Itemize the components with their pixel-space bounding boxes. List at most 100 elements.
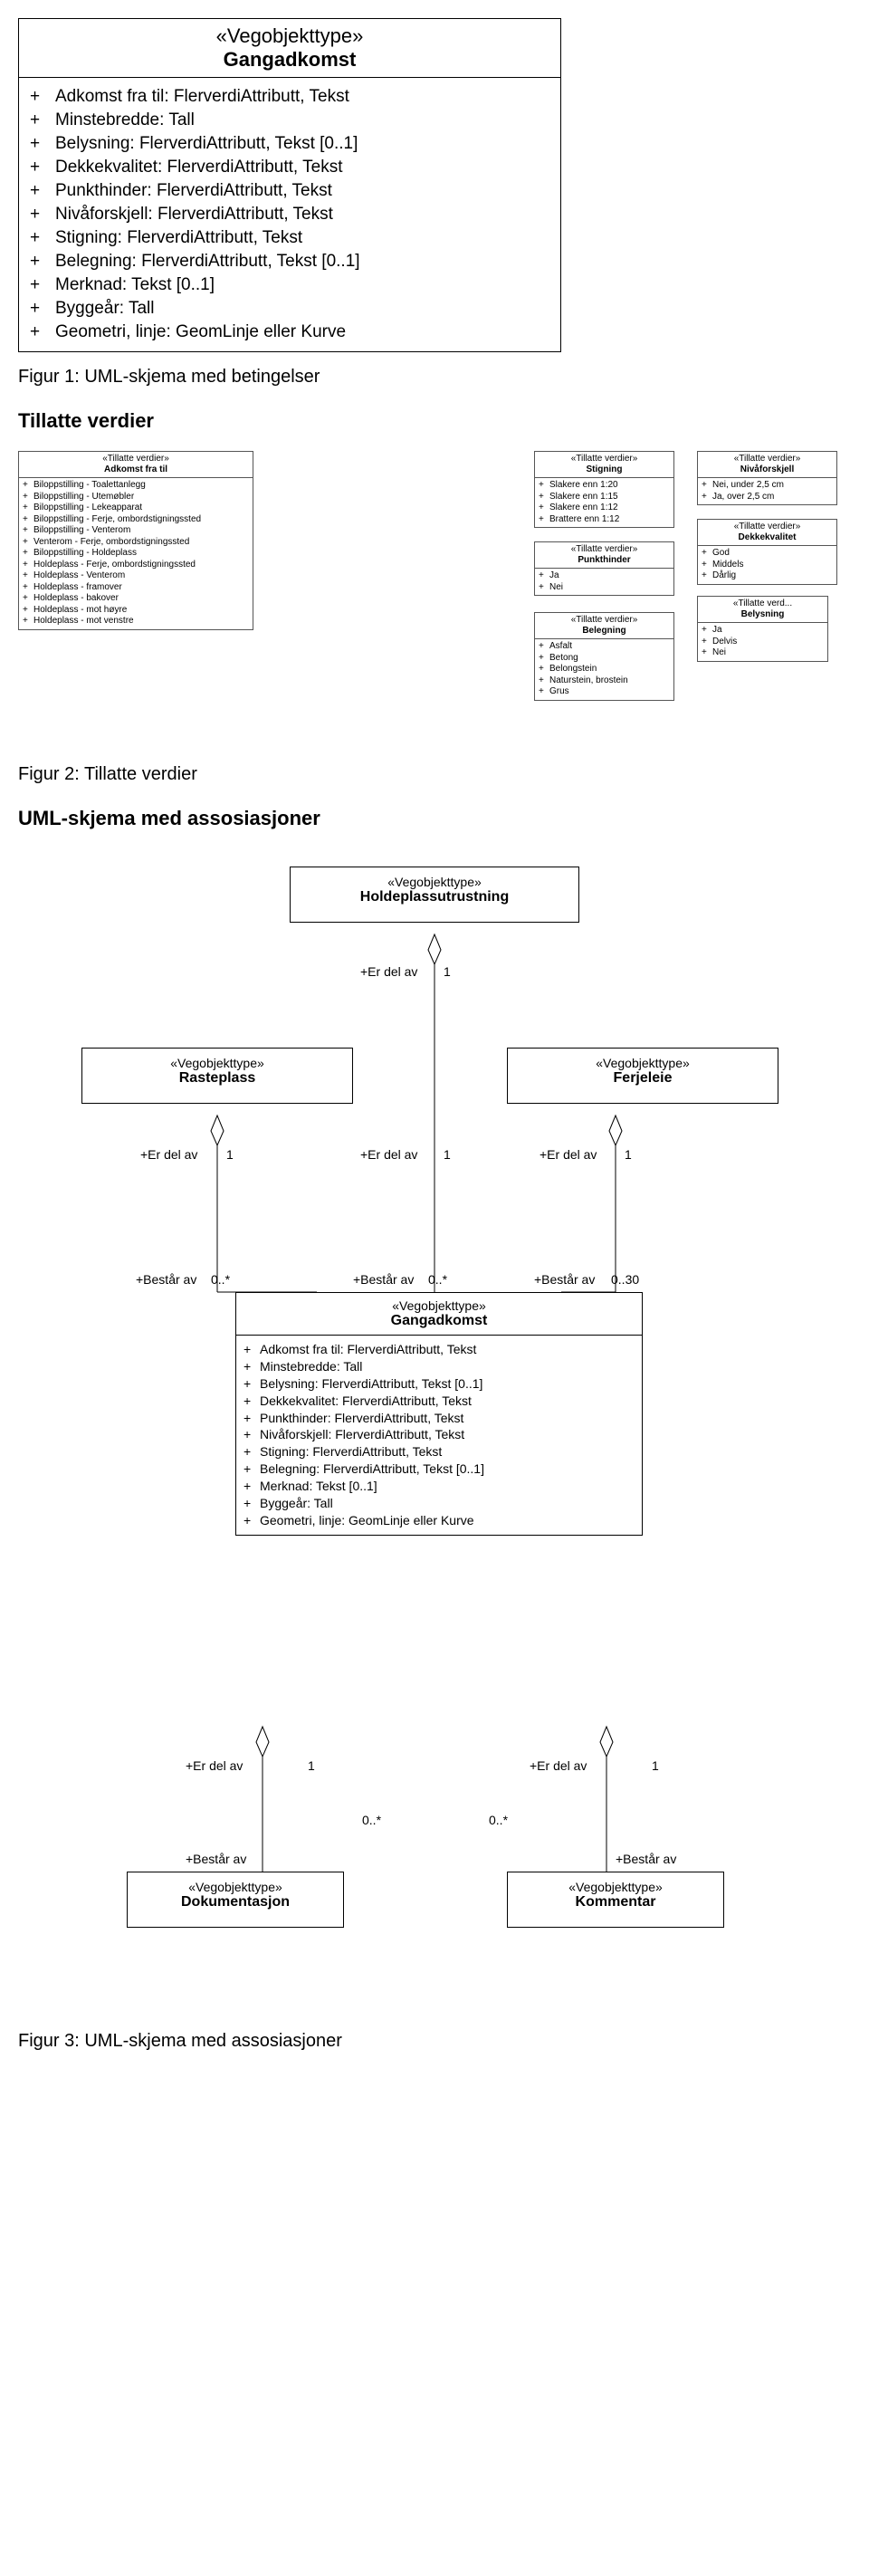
box-kommentar: «Vegobjekttype»Kommentar [507, 1872, 724, 1928]
box-adkomst-fra-til: «Tillatte verdier»Adkomst fra til +Bilop… [18, 451, 253, 630]
attr: +Punkthinder: FlerverdiAttributt, Tekst [244, 1410, 635, 1427]
box-nivaforskjell: «Tillatte verdier»Nivåforskjell +Nei, un… [697, 451, 837, 505]
enum-value: +Venterom - Ferje, ombordstigningssted [23, 537, 249, 549]
attr: +Geometri, linje: GeomLinje eller Kurve [19, 321, 560, 344]
edge-label: +Er del av [530, 1758, 587, 1773]
enum-value: +Nei, under 2,5 cm [702, 480, 833, 492]
enum-value: +Holdeplass - framover [23, 582, 249, 594]
enum-value: +Middels [702, 560, 833, 571]
edge-label: +Består av [186, 1852, 246, 1866]
edge-label: +Er del av [186, 1758, 243, 1773]
class-name: Gangadkomst [23, 48, 557, 72]
attr: +Nivåforskjell: FlerverdiAttributt, Teks… [19, 203, 560, 226]
enum-value: +Slakere enn 1:20 [539, 480, 670, 492]
edge-mult: 0..* [428, 1272, 447, 1287]
enum-value: +Holdeplass - mot høyre [23, 605, 249, 617]
attr-compartment: +Adkomst fra til: FlerverdiAttributt, Te… [19, 78, 560, 351]
attr: +Dekkekvalitet: FlerverdiAttributt, Teks… [244, 1393, 635, 1410]
edge-label: +Er del av [540, 1147, 597, 1162]
attr: +Nivåforskjell: FlerverdiAttributt, Teks… [244, 1426, 635, 1443]
figure-3-caption: Figur 3: UML-skjema med assosiasjoner [18, 2031, 851, 2052]
enum-value: +Ja, over 2,5 cm [702, 492, 833, 503]
edge-label: +Består av [136, 1272, 196, 1287]
attr: +Byggeår: Tall [244, 1495, 635, 1512]
edge-mult: 1 [226, 1147, 234, 1162]
attr: +Geometri, linje: GeomLinje eller Kurve [244, 1512, 635, 1529]
figure-1-caption: Figur 1: UML-skjema med betingelser [18, 367, 851, 388]
enum-value: +Dårlig [702, 570, 833, 582]
attr: +Dekkekvalitet: FlerverdiAttributt, Teks… [19, 156, 560, 179]
uml-class-gangadkomst: «Vegobjekttype» Gangadkomst +Adkomst fra… [18, 18, 561, 352]
attr: +Stigning: FlerverdiAttributt, Tekst [244, 1443, 635, 1460]
box-rasteplass: «Vegobjekttype»Rasteplass [81, 1048, 353, 1104]
attr: +Stigning: FlerverdiAttributt, Tekst [19, 226, 560, 250]
box-belysning: «Tillatte verd...Belysning +Ja+Delvis+Ne… [697, 596, 828, 662]
enum-value: +Holdeplass - bakover [23, 593, 249, 605]
enum-value: +God [702, 548, 833, 560]
edge-mult: 0..* [211, 1272, 230, 1287]
enum-value: +Slakere enn 1:15 [539, 492, 670, 503]
edge-mult: 0..* [362, 1813, 381, 1827]
attr: +Punkthinder: FlerverdiAttributt, Tekst [19, 179, 560, 203]
attr: +Belysning: FlerverdiAttributt, Tekst [0… [19, 132, 560, 156]
edge-mult: 1 [308, 1758, 315, 1773]
attr: +Merknad: Tekst [0..1] [19, 273, 560, 297]
enum-value: +Ja [539, 570, 670, 582]
association-diagram: «Vegobjekttype»Holdeplassutrustning «Veg… [18, 848, 851, 2016]
enum-value: +Brattere enn 1:12 [539, 514, 670, 526]
stereotype: «Vegobjekttype» [23, 24, 557, 48]
box-dokumentasjon: «Vegobjekttype»Dokumentasjon [127, 1872, 344, 1928]
enum-value: +Holdeplass - mot venstre [23, 616, 249, 627]
edge-label: +Består av [353, 1272, 414, 1287]
attr: +Adkomst fra til: FlerverdiAttributt, Te… [244, 1341, 635, 1358]
attr: +Merknad: Tekst [0..1] [244, 1478, 635, 1495]
box-stigning: «Tillatte verdier»Stigning +Slakere enn … [534, 451, 674, 528]
edge-label: +Består av [534, 1272, 595, 1287]
enum-value: +Belongstein [539, 664, 670, 675]
section-assosiasjoner-title: UML-skjema med assosiasjoner [18, 807, 851, 830]
edge-mult: 1 [444, 1147, 451, 1162]
enum-value: +Biloppstilling - Utemøbler [23, 492, 249, 503]
enum-value: +Asfalt [539, 641, 670, 653]
edge-label: +Består av [616, 1852, 676, 1866]
edge-mult: 1 [625, 1147, 632, 1162]
attr: +Adkomst fra til: FlerverdiAttributt, Te… [19, 85, 560, 109]
attr: +Minstebredde: Tall [19, 109, 560, 132]
enum-value: +Biloppstilling - Lekeapparat [23, 503, 249, 514]
box-belegning: «Tillatte verdier»Belegning +Asfalt+Beto… [534, 612, 674, 701]
attr: +Belysning: FlerverdiAttributt, Tekst [0… [244, 1375, 635, 1393]
section-tillatte-verdier-title: Tillatte verdier [18, 409, 851, 433]
edge-label: +Er del av [140, 1147, 197, 1162]
enum-value: +Holdeplass - Venterom [23, 570, 249, 582]
edge-label: +Er del av [360, 1147, 417, 1162]
enum-value: +Nei [702, 647, 824, 659]
edge-mult: 1 [444, 964, 451, 979]
enum-value: +Slakere enn 1:12 [539, 503, 670, 514]
enum-value: +Ja [702, 625, 824, 637]
enum-value: +Delvis [702, 637, 824, 648]
enum-value: +Grus [539, 686, 670, 698]
box-gangadkomst-detail: «Vegobjekttype»Gangadkomst +Adkomst fra … [235, 1292, 643, 1536]
edge-mult: 0..* [489, 1813, 508, 1827]
edge-label: +Er del av [360, 964, 417, 979]
attr: +Belegning: FlerverdiAttributt, Tekst [0… [19, 250, 560, 273]
edge-mult: 1 [652, 1758, 659, 1773]
box-punkthinder: «Tillatte verdier»Punkthinder +Ja+Nei [534, 541, 674, 596]
box-ferjeleie: «Vegobjekttype»Ferjeleie [507, 1048, 778, 1104]
attr: +Byggeår: Tall [19, 297, 560, 321]
attr: +Belegning: FlerverdiAttributt, Tekst [0… [244, 1460, 635, 1478]
box-holdeplassutrustning: «Vegobjekttype»Holdeplassutrustning [290, 867, 579, 923]
enum-value: +Biloppstilling - Ferje, ombordstignings… [23, 514, 249, 526]
enum-value: +Biloppstilling - Venterom [23, 525, 249, 537]
enum-value: +Biloppstilling - Toalettanlegg [23, 480, 249, 492]
edge-mult: 0..30 [611, 1272, 639, 1287]
box-dekkekvalitet: «Tillatte verdier»Dekkekvalitet +God+Mid… [697, 519, 837, 585]
figure-2-caption: Figur 2: Tillatte verdier [18, 764, 851, 785]
uml-header: «Vegobjekttype» Gangadkomst [19, 19, 560, 78]
enum-value: +Biloppstilling - Holdeplass [23, 548, 249, 560]
enum-value: +Nei [539, 582, 670, 594]
enum-value: +Naturstein, brostein [539, 675, 670, 687]
enum-value: +Betong [539, 653, 670, 665]
enum-value: +Holdeplass - Ferje, ombordstigningssted [23, 560, 249, 571]
tillatte-verdier-cluster: «Vegobjekttype»Gangadkomst +Adkomst fra … [18, 451, 851, 750]
